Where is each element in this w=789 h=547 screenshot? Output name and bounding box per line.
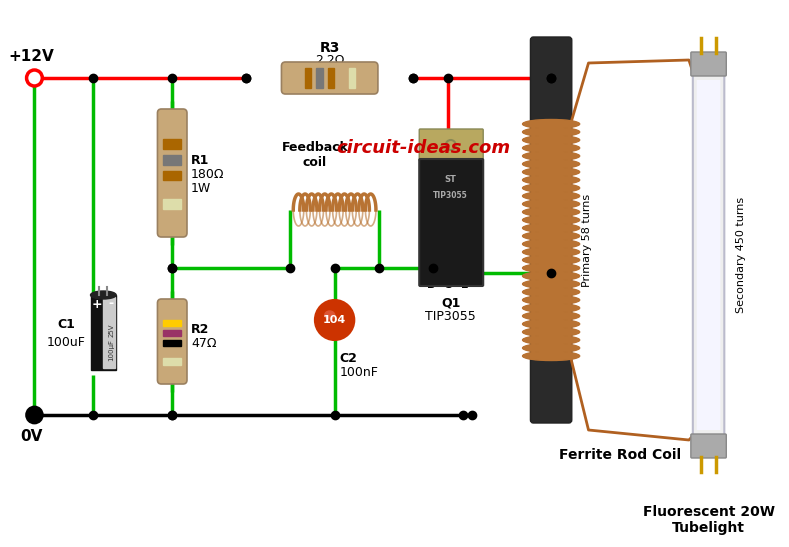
Text: R3: R3: [320, 41, 340, 55]
Bar: [103, 297, 115, 368]
Text: Ferrite Rod Coil: Ferrite Rod Coil: [559, 448, 681, 462]
Text: C2: C2: [339, 352, 357, 364]
Text: 100uF: 100uF: [47, 336, 85, 350]
FancyBboxPatch shape: [697, 80, 720, 430]
FancyBboxPatch shape: [158, 109, 187, 237]
Ellipse shape: [522, 167, 580, 177]
Ellipse shape: [522, 231, 580, 241]
Ellipse shape: [522, 119, 580, 129]
Bar: [163, 330, 181, 336]
FancyBboxPatch shape: [693, 74, 724, 436]
Text: 180Ω: 180Ω: [191, 168, 224, 182]
Text: B: B: [427, 280, 436, 290]
Text: 25V: 25V: [108, 323, 114, 337]
FancyBboxPatch shape: [158, 299, 187, 384]
Bar: [350, 68, 355, 88]
Text: TIP3055: TIP3055: [433, 190, 468, 200]
Ellipse shape: [522, 304, 580, 312]
Text: Secondary 450 turns: Secondary 450 turns: [736, 197, 746, 313]
Ellipse shape: [91, 291, 116, 299]
Ellipse shape: [522, 344, 580, 352]
Bar: [316, 68, 323, 88]
Ellipse shape: [522, 255, 580, 265]
Ellipse shape: [522, 143, 580, 153]
Circle shape: [27, 407, 43, 423]
Ellipse shape: [522, 191, 580, 201]
Text: R1: R1: [191, 154, 209, 167]
FancyBboxPatch shape: [419, 159, 483, 286]
Text: Fluorescent 20W
Tubelight: Fluorescent 20W Tubelight: [642, 505, 775, 535]
Ellipse shape: [522, 176, 580, 184]
Ellipse shape: [522, 127, 580, 137]
Ellipse shape: [522, 328, 580, 336]
Ellipse shape: [522, 295, 580, 305]
Ellipse shape: [522, 335, 580, 345]
Text: +: +: [92, 298, 103, 311]
Text: Primary 58 turns: Primary 58 turns: [581, 194, 592, 287]
Ellipse shape: [522, 271, 580, 281]
Ellipse shape: [522, 319, 580, 329]
Ellipse shape: [522, 216, 580, 224]
Text: C: C: [443, 280, 452, 290]
Circle shape: [315, 300, 354, 340]
Ellipse shape: [522, 288, 580, 296]
Text: E: E: [461, 280, 469, 290]
Ellipse shape: [522, 183, 580, 193]
Bar: [328, 68, 334, 88]
Bar: [163, 139, 181, 149]
Text: 100nF: 100nF: [339, 365, 379, 379]
Text: 1W: 1W: [191, 183, 211, 195]
Bar: [163, 155, 181, 165]
Ellipse shape: [522, 224, 580, 232]
Ellipse shape: [522, 352, 580, 360]
Ellipse shape: [522, 160, 580, 168]
Text: 47Ω: 47Ω: [191, 337, 216, 350]
Text: -: -: [109, 298, 114, 311]
FancyBboxPatch shape: [419, 129, 483, 161]
Bar: [163, 320, 181, 326]
FancyBboxPatch shape: [691, 52, 727, 76]
Ellipse shape: [522, 247, 580, 257]
Ellipse shape: [522, 152, 580, 160]
Ellipse shape: [325, 311, 335, 319]
Text: 100μF: 100μF: [108, 339, 114, 361]
Text: R2: R2: [191, 323, 209, 336]
Ellipse shape: [522, 311, 580, 321]
Ellipse shape: [522, 207, 580, 217]
Text: Q1: Q1: [441, 296, 461, 309]
Text: 104: 104: [323, 315, 346, 325]
Text: Feedback
coil: Feedback coil: [282, 141, 349, 169]
Ellipse shape: [522, 240, 580, 248]
FancyBboxPatch shape: [691, 434, 727, 458]
Ellipse shape: [522, 264, 580, 272]
Text: 2.2Ω: 2.2Ω: [315, 55, 344, 67]
Bar: [305, 68, 311, 88]
Text: +12V: +12V: [9, 49, 54, 64]
Bar: [163, 340, 181, 346]
FancyBboxPatch shape: [530, 37, 572, 423]
Bar: [91, 295, 116, 370]
Text: TIP3055: TIP3055: [425, 310, 476, 323]
FancyBboxPatch shape: [282, 62, 378, 94]
Text: 0V: 0V: [21, 429, 43, 444]
Text: C1: C1: [57, 318, 75, 331]
Text: circuit-ideas.com: circuit-ideas.com: [336, 139, 510, 157]
Ellipse shape: [522, 136, 580, 144]
Text: ST: ST: [445, 176, 457, 184]
Ellipse shape: [522, 200, 580, 208]
Ellipse shape: [522, 280, 580, 288]
Bar: [163, 200, 181, 209]
Bar: [163, 358, 181, 365]
Bar: [163, 171, 181, 180]
